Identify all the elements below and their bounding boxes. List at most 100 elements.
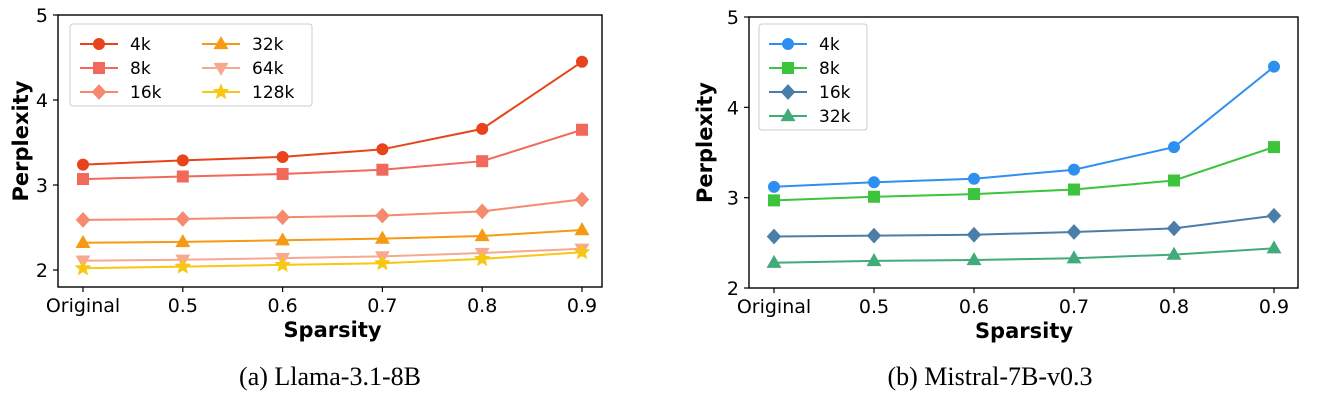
x-tick-label: 0.8 — [1159, 296, 1189, 318]
x-tick-label: 0.9 — [567, 295, 597, 317]
data-point-16k-4 — [474, 203, 490, 220]
data-point-8k-3 — [376, 163, 389, 176]
data-point-128k-0 — [74, 259, 92, 276]
legend-box — [69, 23, 313, 107]
x-tick-label: 0.6 — [267, 295, 297, 317]
data-point-32k-3 — [1066, 250, 1082, 264]
y-tick-label: 5 — [727, 7, 739, 29]
data-point-32k-2 — [275, 232, 291, 246]
data-point-4k-4 — [1168, 141, 1180, 154]
x-tick-label: 0.6 — [959, 296, 989, 318]
data-point-4k-1 — [176, 154, 189, 167]
legend-marker-8k — [93, 62, 105, 74]
data-point-16k-2 — [275, 209, 290, 226]
data-point-32k-1 — [866, 253, 882, 267]
legend-label-16k: 16k — [130, 83, 162, 103]
legend-marker-4k — [93, 38, 105, 50]
data-point-8k-4 — [476, 155, 489, 168]
data-point-128k-5 — [573, 243, 591, 260]
legend-label-8k: 8k — [819, 59, 840, 79]
data-point-8k-2 — [276, 167, 289, 180]
series-line-32k — [773, 247, 1275, 264]
plot-frame — [57, 14, 603, 288]
y-axis-label: Perplexity — [9, 80, 33, 201]
data-point-4k-2 — [276, 150, 289, 163]
data-point-8k-3 — [1068, 183, 1080, 196]
legend-label-8k: 8k — [130, 59, 151, 79]
legend-marker-64k — [213, 62, 229, 76]
y-tick-label: 4 — [727, 97, 739, 119]
series-line-16k — [82, 198, 583, 221]
data-point-8k-4 — [1168, 174, 1180, 187]
x-tick-label: 0.7 — [1059, 296, 1089, 318]
plot-frame — [748, 16, 1299, 289]
y-tick-label: 3 — [36, 175, 48, 197]
caption-llama: (a) Llama-3.1-8B — [239, 362, 421, 391]
data-point-32k-4 — [1166, 246, 1182, 260]
chart-llama-svg: Original 0.5 0.6 0.7 0.8 0.9 2 3 4 5 Sparsity Perpl… — [9, 5, 603, 342]
data-point-32k-0 — [75, 234, 91, 248]
data-point-4k-1 — [868, 176, 880, 189]
series-line-4k — [773, 65, 1275, 188]
data-point-128k-2 — [274, 256, 291, 272]
data-point-128k-3 — [374, 254, 391, 271]
x-tick-label: Original — [737, 296, 811, 318]
x-axis-label: Sparsity — [975, 319, 1073, 343]
data-point-16k-0 — [75, 211, 91, 228]
data-point-4k-2 — [968, 172, 980, 185]
data-point-32k-3 — [374, 230, 390, 244]
legend-marker-32k — [213, 36, 229, 50]
data-point-4k-3 — [376, 143, 389, 156]
x-tick-label: 0.5 — [859, 296, 889, 318]
data-point-16k-2 — [966, 226, 982, 243]
legend-marker-4k — [782, 38, 794, 50]
data-point-16k-1 — [866, 227, 882, 244]
y-tick-label: 2 — [36, 260, 48, 282]
series-line-16k — [773, 214, 1275, 238]
legend-marker-128k — [212, 83, 230, 100]
data-point-4k-0 — [768, 180, 780, 193]
series-line-4k — [82, 60, 583, 166]
legend-label-16k: 16k — [819, 83, 851, 103]
data-point-16k-1 — [175, 211, 191, 227]
data-point-8k-0 — [768, 194, 780, 207]
data-point-16k-4 — [1166, 220, 1182, 237]
data-point-4k-3 — [1068, 163, 1080, 176]
data-point-8k-5 — [576, 123, 588, 136]
x-tick-label: Original — [46, 295, 120, 317]
chart-mistral: Original 0.5 0.6 0.7 0.8 0.9 2 3 4 5 Sparsity Perpl… — [660, 0, 1320, 402]
x-tick-label: 0.8 — [467, 295, 497, 317]
x-tick-label: 0.7 — [367, 295, 397, 317]
data-point-16k-3 — [375, 207, 390, 224]
y-tick-label: 5 — [36, 5, 48, 27]
legend-marker-8k — [782, 62, 794, 74]
legend-box — [758, 23, 868, 131]
data-point-128k-1 — [174, 257, 192, 274]
data-point-8k-2 — [968, 188, 980, 201]
data-point-32k-5 — [1266, 240, 1282, 254]
data-point-16k-3 — [1066, 224, 1082, 240]
data-point-32k-0 — [766, 254, 782, 268]
series-line-8k — [82, 128, 583, 181]
data-point-8k-1 — [868, 190, 880, 203]
data-point-16k-5 — [574, 191, 590, 208]
data-point-32k-1 — [175, 234, 191, 248]
legend-label-32k: 32k — [819, 107, 851, 127]
data-point-32k-5 — [574, 222, 590, 236]
y-tick-label: 2 — [727, 278, 739, 300]
legend-marker-32k — [780, 108, 796, 122]
data-point-16k-5 — [1266, 207, 1282, 224]
x-tick-label: 0.9 — [1259, 296, 1289, 318]
y-axis-label: Perplexity — [693, 82, 717, 203]
legend-label-32k: 32k — [252, 35, 284, 55]
data-point-128k-4 — [473, 250, 491, 267]
data-point-16k-0 — [766, 228, 782, 245]
y-tick-label: 3 — [727, 188, 739, 210]
legend-label-64k: 64k — [252, 59, 284, 79]
legend-label-4k: 4k — [130, 35, 151, 55]
data-point-8k-5 — [1268, 141, 1280, 154]
data-point-8k-0 — [77, 173, 89, 186]
series-line-32k — [82, 229, 583, 244]
y-tick-label: 4 — [36, 90, 48, 112]
data-point-4k-4 — [476, 122, 489, 135]
